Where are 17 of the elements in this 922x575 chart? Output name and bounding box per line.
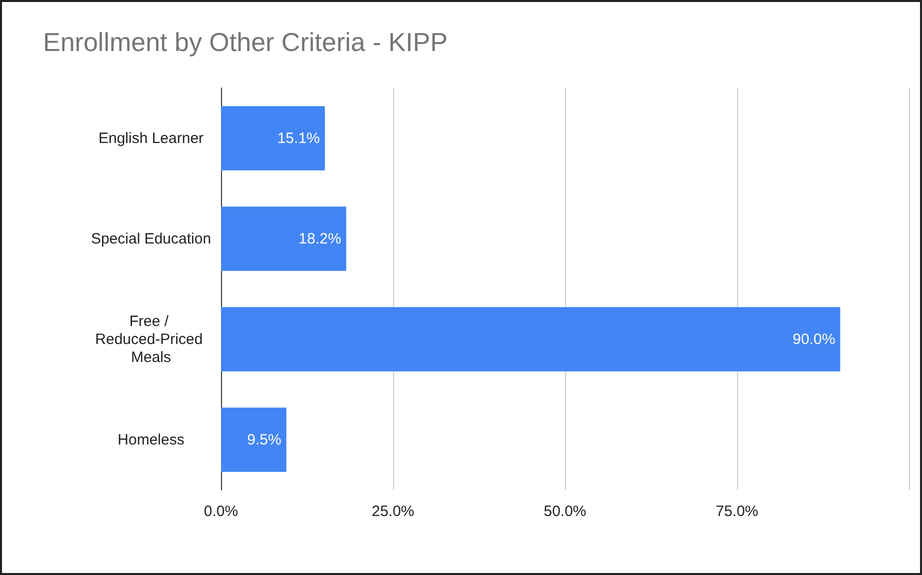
y-tick-label: Homeless (118, 431, 184, 448)
x-tick-label: 75.0% (716, 503, 758, 520)
chart-title: Enrollment by Other Criteria - KIPP (43, 27, 448, 57)
x-tick-label: 50.0% (544, 503, 586, 520)
bar (221, 106, 325, 170)
bar (221, 408, 286, 472)
bar (221, 307, 840, 372)
x-tick-label: 25.0% (372, 503, 414, 520)
bar (221, 206, 346, 271)
data-label: 9.5% (247, 431, 282, 448)
data-label: 90.0% (792, 330, 836, 348)
y-tick-label: Special Education (90, 230, 212, 248)
data-label: 15.1% (277, 130, 320, 147)
data-label: 18.2% (298, 230, 342, 248)
y-tick-label: English Learner (98, 130, 204, 147)
y-tick-label: Free / Reduced-Priced Meals (95, 312, 207, 366)
x-tick-label: 0.0% (204, 503, 238, 520)
